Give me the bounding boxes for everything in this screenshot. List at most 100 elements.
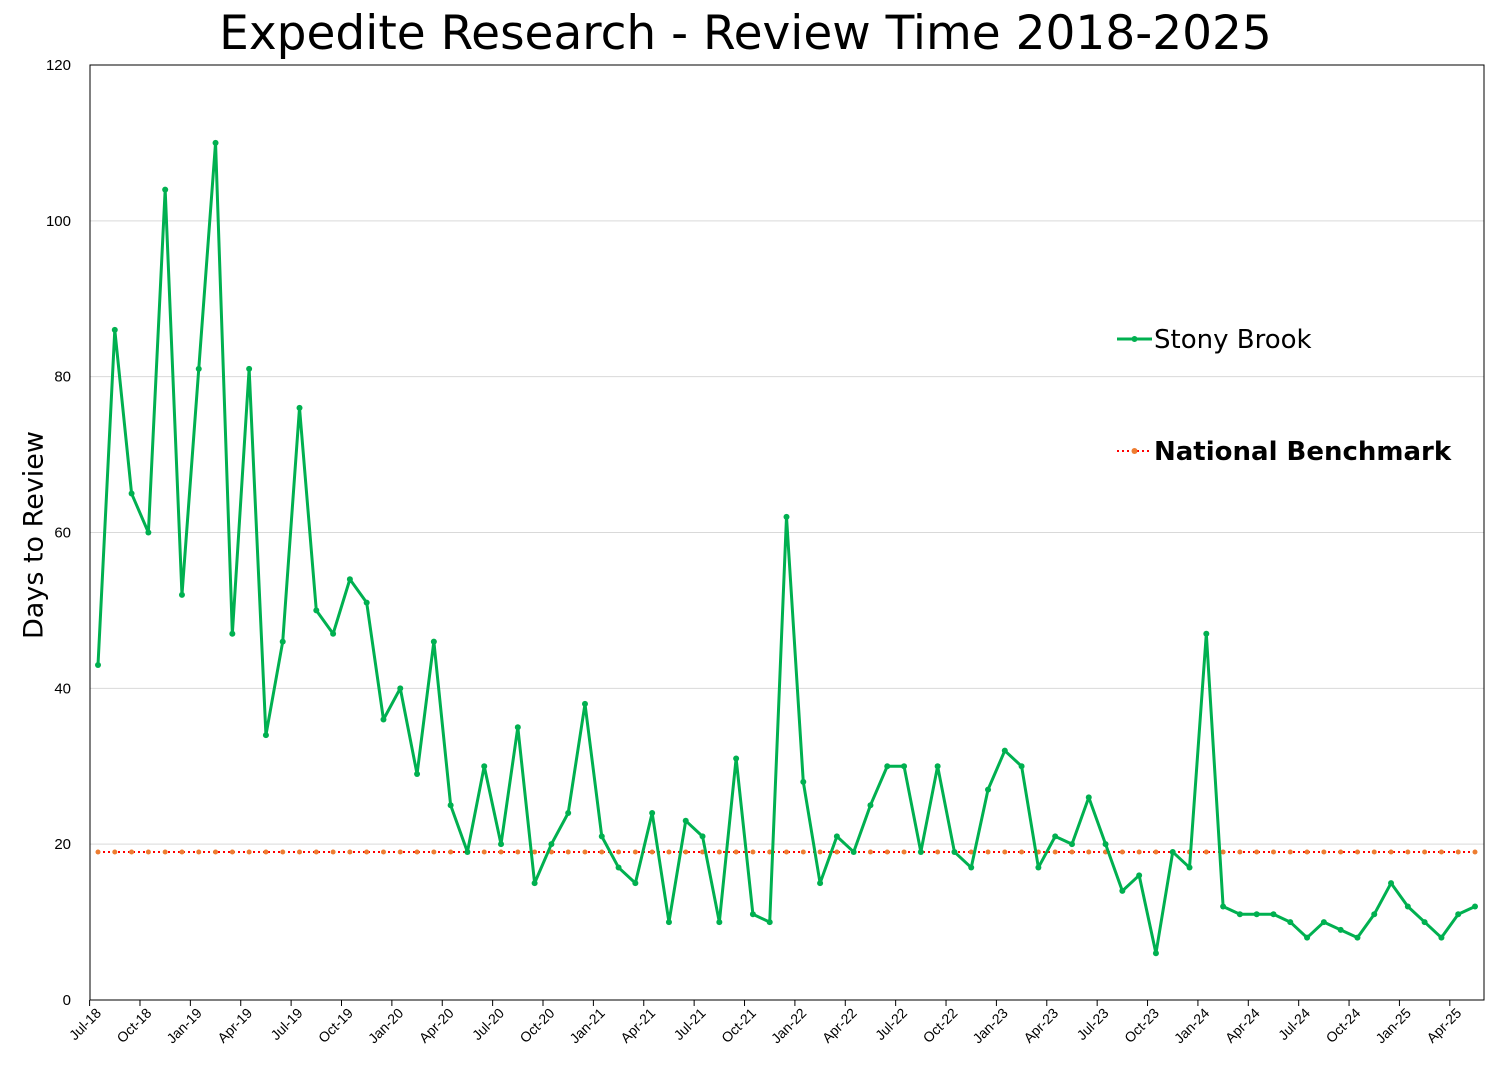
benchmark-point: [1422, 849, 1428, 855]
benchmark-point: [246, 849, 252, 855]
benchmark-point: [145, 849, 151, 855]
benchmark-point: [397, 849, 403, 855]
stony-brook-point: [1371, 911, 1378, 918]
stony-brook-point: [1438, 934, 1445, 941]
benchmark-point: [1304, 849, 1310, 855]
stony-brook-point: [162, 186, 169, 193]
stony-brook-point: [1220, 903, 1227, 910]
stony-brook-point: [833, 833, 840, 840]
x-tick-label: Jan-25: [1372, 1005, 1414, 1047]
stony-brook-point: [95, 661, 101, 668]
stony-brook-point: [1455, 911, 1462, 918]
x-tick-label: Apr-20: [416, 1005, 457, 1046]
stony-brook-point: [145, 529, 152, 536]
stony-brook-point: [581, 700, 588, 707]
stony-brook-point: [363, 599, 370, 606]
stony-brook-point: [1472, 903, 1478, 910]
stony-brook-point: [783, 513, 790, 520]
benchmark-point: [129, 849, 135, 855]
stony-brook-point: [1052, 833, 1059, 840]
benchmark-point: [716, 849, 722, 855]
benchmark-point: [229, 849, 235, 855]
benchmark-point: [263, 849, 269, 855]
stony-brook-point: [447, 802, 454, 809]
benchmark-point: [347, 849, 353, 855]
stony-brook-point: [1018, 763, 1025, 770]
x-tick-label: Apr-23: [1020, 1005, 1061, 1046]
benchmark-point: [1472, 849, 1478, 855]
stony-brook-point: [1304, 934, 1311, 941]
benchmark-point: [95, 849, 101, 855]
stony-brook-point: [464, 848, 471, 855]
y-tick-label: 20: [54, 836, 71, 853]
benchmark-point: [800, 849, 806, 855]
legend-label-national-benchmark: National Benchmark: [1154, 437, 1452, 467]
benchmark-point: [834, 849, 840, 855]
stony-brook-point: [884, 763, 891, 770]
x-tick-label: Oct-18: [113, 1005, 154, 1046]
x-tick-label: Jan-23: [969, 1005, 1011, 1047]
stony-brook-point: [514, 724, 521, 731]
stony-brook-point: [1085, 794, 1092, 801]
benchmark-point: [1019, 849, 1025, 855]
benchmark-point: [784, 849, 789, 855]
benchmark-point: [1237, 849, 1243, 855]
stony-brook-point: [548, 841, 555, 848]
benchmark-series: [95, 849, 1478, 855]
benchmark-point: [364, 849, 370, 855]
axes: [89, 64, 1485, 1006]
x-tick-labels: Jul-18 Oct-18 Jan-19 Apr-19 Jul-19 Oct-19 Jan-…: [66, 1005, 1465, 1047]
stony-brook-point: [296, 404, 303, 411]
benchmark-point: [1270, 849, 1276, 855]
plot-frame: [89, 64, 1485, 1001]
x-tick-label: Oct-21: [718, 1005, 759, 1046]
benchmark-point: [1203, 849, 1209, 855]
benchmark-point: [666, 849, 672, 855]
y-tick-label: 100: [46, 213, 71, 230]
benchmark-point: [884, 849, 890, 855]
stony-brook-point: [985, 786, 992, 793]
stony-brook-point: [1270, 911, 1277, 918]
benchmark-point: [498, 849, 504, 855]
x-tick-label: Oct-24: [1323, 1005, 1364, 1046]
benchmark-point: [1052, 849, 1058, 855]
x-tick-label: Jul-19: [267, 1005, 305, 1043]
stony-brook-point: [397, 685, 404, 692]
stony-brook-point: [1421, 919, 1428, 926]
stony-brook-point: [212, 139, 219, 146]
stony-brook-point: [1320, 919, 1327, 926]
benchmark-point: [380, 849, 386, 855]
benchmark-point: [196, 849, 202, 855]
stony-brook-point: [716, 919, 723, 926]
y-tick-label: 60: [54, 525, 71, 542]
stony-brook-point: [1001, 747, 1008, 754]
benchmark-point: [1338, 849, 1344, 855]
legend-label-stony-brook: Stony Brook: [1154, 325, 1312, 355]
y-tick-label: 80: [54, 369, 71, 386]
x-tick-label: Jul-23: [1073, 1005, 1111, 1043]
stony-brook-point: [951, 848, 958, 855]
stony-brook-point: [1236, 911, 1243, 918]
benchmark-point: [565, 849, 571, 855]
benchmark-point: [1254, 849, 1260, 855]
stony-brook-point: [934, 763, 941, 770]
x-tick-label: Oct-19: [315, 1005, 356, 1046]
benchmark-point: [1069, 849, 1075, 855]
stony-brook-point: [699, 833, 706, 840]
stony-brook-point: [414, 771, 421, 778]
benchmark-point: [1002, 849, 1008, 855]
stony-brook-point: [430, 638, 437, 645]
benchmark-point: [1438, 849, 1444, 855]
stony-brook-point: [195, 365, 202, 372]
x-tick-label: Jan-19: [163, 1005, 205, 1047]
stony-brook-point: [498, 841, 505, 848]
stony-brook-point: [1203, 630, 1210, 637]
stony-brook-point: [229, 630, 236, 637]
stony-brook-point: [279, 638, 286, 645]
benchmark-point: [767, 849, 773, 855]
benchmark-point: [280, 849, 286, 855]
stony-brook-point: [246, 365, 253, 372]
benchmark-point: [817, 849, 823, 855]
benchmark-point: [1388, 849, 1394, 855]
stony-brook-point: [1388, 880, 1395, 887]
